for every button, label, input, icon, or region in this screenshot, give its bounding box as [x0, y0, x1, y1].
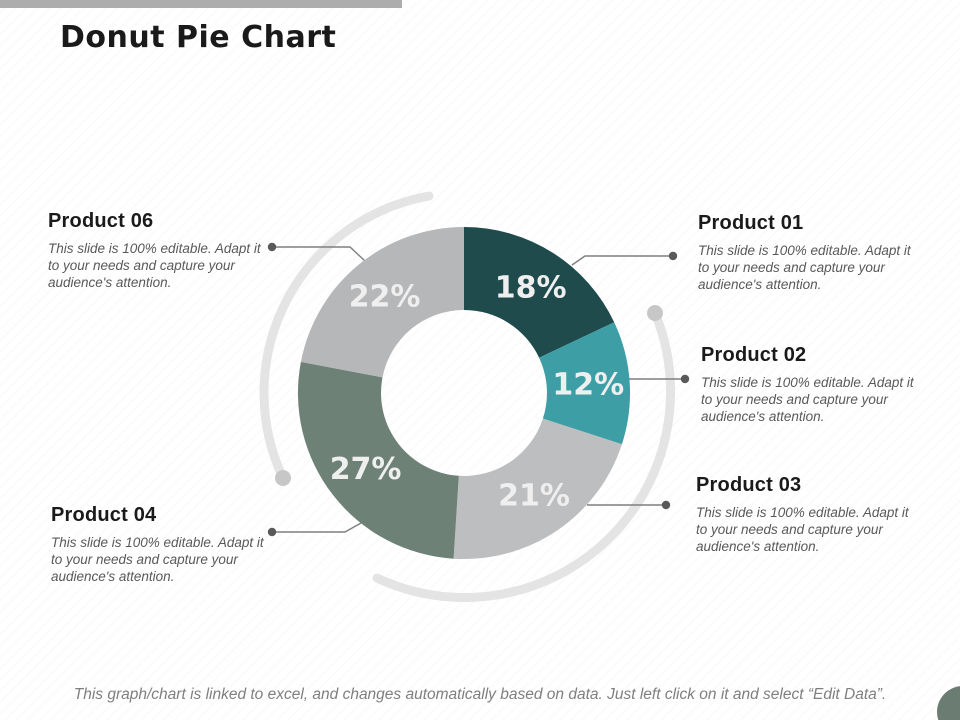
callout-product-03: Product 03 This slide is 100% editable. …	[696, 474, 914, 555]
callout-title-product-01: Product 01	[698, 212, 804, 234]
slice-label-product-04: 27%	[330, 452, 402, 487]
slide-title: Donut Pie Chart	[60, 20, 337, 55]
slice-labels: 18% 12% 21% 27% 22%	[330, 270, 625, 513]
leader-line-product-06	[276, 246, 366, 262]
donut-slice-product-01[interactable]	[464, 227, 615, 358]
leader-dot-product-06	[267, 242, 277, 252]
callout-body-product-03: This slide is 100% editable. Adapt it to…	[696, 505, 909, 554]
decorative-arc	[259, 191, 434, 483]
donut-slice-product-04[interactable]	[297, 361, 459, 559]
callout-title-product-02: Product 02	[701, 344, 807, 366]
leader-line-product-04	[276, 522, 362, 533]
decorative-arc	[372, 308, 676, 602]
donut-slice-product-02[interactable]	[539, 322, 631, 445]
callout-product-02: Product 02 This slide is 100% editable. …	[701, 344, 919, 425]
leader-line-product-01	[571, 255, 669, 266]
callout-body-product-04: This slide is 100% editable. Adapt it to…	[51, 535, 264, 584]
leader-dot-product-03	[661, 500, 671, 510]
top-accent-bar	[0, 0, 402, 8]
decorative-arc-end-dot	[275, 470, 291, 486]
decorative-arc-end-dot	[647, 305, 663, 321]
donut-slice-product-03[interactable]	[453, 418, 622, 560]
slice-label-product-01: 18%	[495, 270, 567, 305]
slice-label-product-02: 12%	[552, 368, 624, 403]
slice-label-product-03: 21%	[498, 479, 570, 514]
corner-accent-circle	[937, 686, 960, 720]
callout-title-product-03: Product 03	[696, 474, 802, 496]
callout-body-product-06: This slide is 100% editable. Adapt it to…	[48, 241, 261, 290]
footer-note: This graph/chart is linked to excel, and…	[73, 686, 887, 703]
donut-slices	[297, 227, 631, 560]
callout-product-06: Product 06 This slide is 100% editable. …	[48, 210, 266, 291]
leader-lines	[267, 242, 690, 537]
callout-body-product-02: This slide is 100% editable. Adapt it to…	[701, 375, 914, 424]
callout-product-01: Product 01 This slide is 100% editable. …	[698, 212, 916, 293]
donut-slice-product-06[interactable]	[300, 227, 464, 378]
leader-dot-product-01	[668, 251, 678, 261]
slice-label-product-06: 22%	[349, 280, 421, 315]
callout-body-product-01: This slide is 100% editable. Adapt it to…	[698, 243, 911, 292]
callout-product-04: Product 04 This slide is 100% editable. …	[51, 504, 269, 585]
leader-dot-product-02	[680, 374, 690, 384]
callout-title-product-04: Product 04	[51, 504, 157, 526]
leader-dot-product-04	[267, 527, 277, 537]
callout-title-product-06: Product 06	[48, 210, 154, 232]
decorative-arcs	[259, 191, 676, 602]
